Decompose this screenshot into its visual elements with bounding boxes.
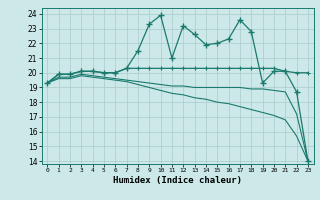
X-axis label: Humidex (Indice chaleur): Humidex (Indice chaleur): [113, 176, 242, 185]
